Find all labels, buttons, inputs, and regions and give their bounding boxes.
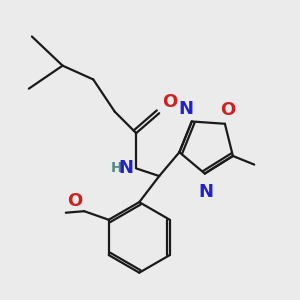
Text: O: O [68, 192, 82, 210]
Text: N: N [179, 100, 194, 118]
Text: O: O [162, 93, 177, 111]
Text: O: O [220, 101, 236, 119]
Text: H: H [111, 161, 122, 176]
Text: N: N [118, 159, 133, 177]
Text: N: N [199, 183, 214, 201]
